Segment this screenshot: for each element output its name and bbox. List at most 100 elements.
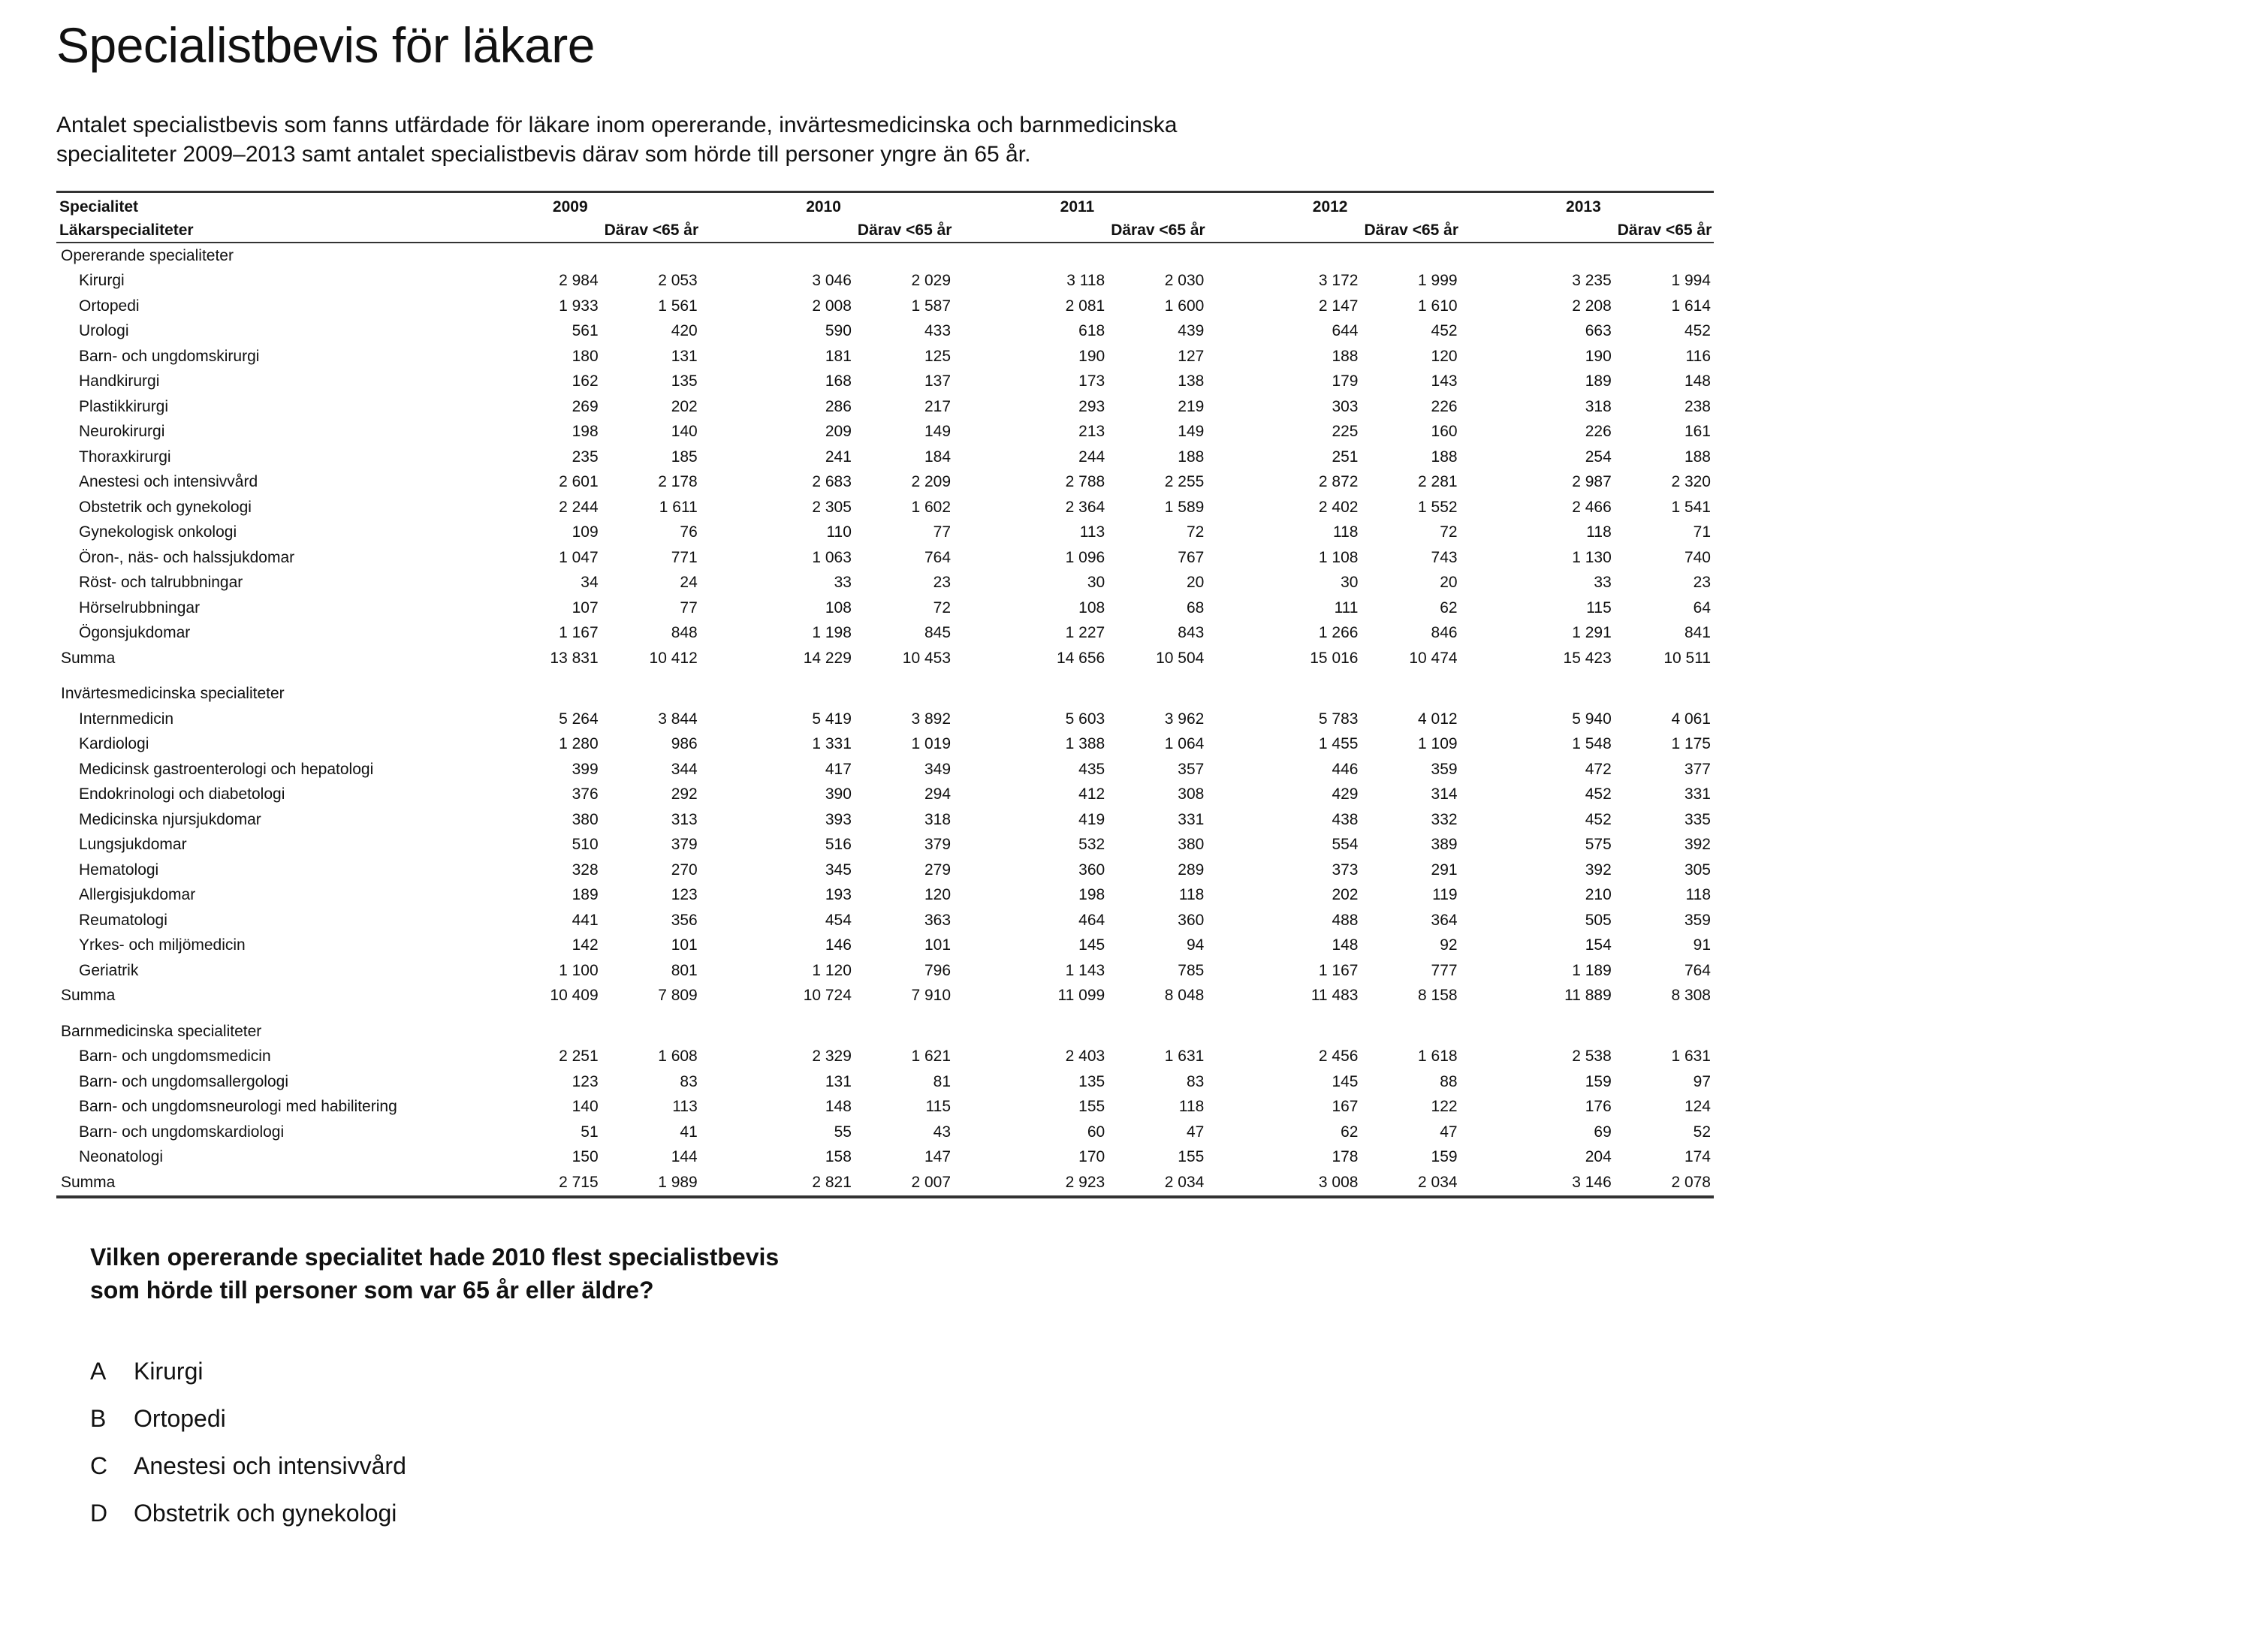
- value-cell: 47: [1440, 1123, 1458, 1141]
- header-year-2013: 2013: [1460, 191, 1615, 219]
- sum-row: Summa 2 715 1 989 2 821 2 007 2 923 2 034 3 008…: [56, 1170, 1714, 1198]
- row-label: Neonatologi: [79, 1148, 164, 1166]
- sum-value-cell: 14 229: [803, 649, 852, 667]
- value-cell: 2 281: [1418, 473, 1458, 491]
- value-cell: 363: [924, 911, 952, 929]
- value-cell: 219: [1178, 397, 1205, 415]
- row-label: Barn- och ungdomskirurgi: [79, 347, 260, 365]
- value-cell: 154: [1585, 936, 1612, 954]
- row-label: Endokrinologi och diabetologi: [79, 785, 285, 803]
- value-cell: 1 019: [911, 735, 952, 753]
- row-label: Ögonsjukdomar: [79, 624, 191, 642]
- option-a[interactable]: A Kirurgi: [90, 1348, 406, 1395]
- value-cell: 510: [572, 836, 599, 854]
- sum-value-cell: 2 821: [700, 1170, 855, 1198]
- value-cell: 135: [1078, 1072, 1105, 1090]
- value-cell: 2 456: [1318, 1048, 1359, 1066]
- value-cell: 846: [1431, 624, 1458, 642]
- statistics-table-container: Specialitet 2009 2010 2011 2012 2013 Läk…: [56, 191, 1714, 1198]
- value-cell: 2 402: [1318, 498, 1359, 516]
- option-text: Kirurgi: [134, 1358, 204, 1385]
- header-under-65: Därav <65 år: [601, 219, 701, 243]
- sum-value-cell: 7 809: [658, 987, 698, 1005]
- value-cell: 110: [826, 523, 852, 541]
- value-cell: 238: [1684, 397, 1711, 415]
- table-row: Hematologi 328 270 345 279 360 289 373 291 392 305: [56, 858, 1714, 883]
- row-label: Allergisjukdomar: [79, 886, 196, 904]
- value-cell: 159: [1585, 1072, 1612, 1090]
- value-cell: 841: [1684, 624, 1711, 642]
- row-label: Barn- och ungdomsmedicin: [79, 1048, 271, 1066]
- row-label: Geriatrik: [79, 961, 139, 979]
- value-cell: 390: [825, 785, 852, 803]
- value-cell: 30: [1341, 574, 1359, 592]
- table-row: Thoraxkirurgi 235 185 241 184 244 188 251 188 254…: [56, 445, 1714, 470]
- header-row-years: Specialitet 2009 2010 2011 2012 2013: [56, 191, 1714, 219]
- value-cell: 188: [1332, 347, 1359, 365]
- value-cell: 189: [572, 886, 599, 904]
- value-cell: 349: [924, 760, 952, 778]
- value-cell: 92: [1440, 936, 1458, 954]
- table-row: Barn- och ungdomsmedicin 2 251 1 608 2 329 1…: [56, 1045, 1714, 1070]
- option-c[interactable]: C Anestesi och intensivvård: [90, 1442, 406, 1490]
- value-cell: 190: [1078, 347, 1105, 365]
- value-cell: 785: [1178, 961, 1205, 979]
- sum-value-cell: 10 474: [1409, 649, 1458, 667]
- value-cell: 120: [924, 886, 952, 904]
- table-row: Ögonsjukdomar 1 167 848 1 198 845 1 227 843 1 2…: [56, 621, 1714, 647]
- table-row: Barn- och ungdomskardiologi 51 41 55 43 60 47 6…: [56, 1120, 1714, 1145]
- value-cell: 380: [1178, 836, 1205, 854]
- table-row: Yrkes- och miljömedicin 142 101 146 101 145 94…: [56, 933, 1714, 959]
- sum-value-cell: 10 724: [803, 987, 852, 1005]
- value-cell: 1 631: [1164, 1048, 1205, 1066]
- row-label: Kirurgi: [79, 272, 125, 290]
- value-cell: 464: [1078, 911, 1105, 929]
- sum-value-cell: 8 048: [1164, 987, 1205, 1005]
- value-cell: 23: [933, 574, 952, 592]
- value-cell: 1 108: [1318, 548, 1359, 566]
- value-cell: 441: [572, 911, 599, 929]
- value-cell: 3 892: [911, 710, 952, 728]
- value-cell: 101: [671, 936, 698, 954]
- value-cell: 144: [671, 1148, 698, 1166]
- value-cell: 1 587: [911, 297, 952, 315]
- row-label: Ortopedi: [79, 297, 140, 315]
- statistics-table: Specialitet 2009 2010 2011 2012 2013 Läk…: [56, 191, 1714, 1198]
- value-cell: 3 962: [1164, 710, 1205, 728]
- sum-value-cell: 14 656: [1056, 649, 1105, 667]
- value-cell: 189: [1585, 372, 1612, 390]
- sum-value-cell: 3 146: [1460, 1170, 1615, 1198]
- value-cell: 2 984: [559, 272, 599, 290]
- value-cell: 140: [572, 1098, 599, 1116]
- value-cell: 345: [825, 861, 852, 879]
- value-cell: 113: [672, 1098, 698, 1116]
- value-cell: 181: [825, 347, 852, 365]
- value-cell: 1 388: [1065, 735, 1105, 753]
- value-cell: 357: [1178, 760, 1205, 778]
- value-cell: 52: [1693, 1123, 1711, 1141]
- table-row: Barn- och ungdomskirurgi 180 131 181 125 190 1…: [56, 344, 1714, 369]
- value-cell: 313: [671, 810, 698, 828]
- row-label: Barn- och ungdomsallergologi: [79, 1072, 288, 1090]
- value-cell: 4 012: [1418, 710, 1458, 728]
- value-cell: 2 030: [1164, 272, 1205, 290]
- table-row: Allergisjukdomar 189 123 193 120 198 118 202 119…: [56, 883, 1714, 909]
- value-cell: 2 538: [1572, 1048, 1612, 1066]
- table-row: Urologi 561 420 590 433 618 439 644 452 663 452: [56, 319, 1714, 345]
- value-cell: 4 061: [1671, 710, 1711, 728]
- value-cell: 108: [825, 598, 852, 616]
- value-cell: 3 844: [658, 710, 698, 728]
- value-cell: 188: [1178, 448, 1205, 466]
- value-cell: 796: [924, 961, 952, 979]
- group-header-row: Invärtesmedicinska specialiteter: [56, 682, 1714, 707]
- sum-label: Summa: [61, 649, 116, 667]
- value-cell: 417: [825, 760, 852, 778]
- value-cell: 454: [825, 911, 852, 929]
- value-cell: 379: [924, 836, 952, 854]
- option-b[interactable]: B Ortopedi: [90, 1395, 406, 1442]
- value-cell: 138: [1178, 372, 1205, 390]
- table-row: Obstetrik och gynekologi 2 244 1 611 2 305 1…: [56, 495, 1714, 520]
- value-cell: 2 305: [812, 498, 852, 516]
- value-cell: 305: [1684, 861, 1711, 879]
- option-d[interactable]: D Obstetrik och gynekologi: [90, 1490, 406, 1537]
